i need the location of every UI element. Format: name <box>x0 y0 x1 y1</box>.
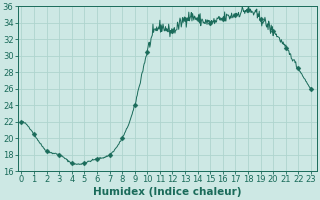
X-axis label: Humidex (Indice chaleur): Humidex (Indice chaleur) <box>93 187 242 197</box>
